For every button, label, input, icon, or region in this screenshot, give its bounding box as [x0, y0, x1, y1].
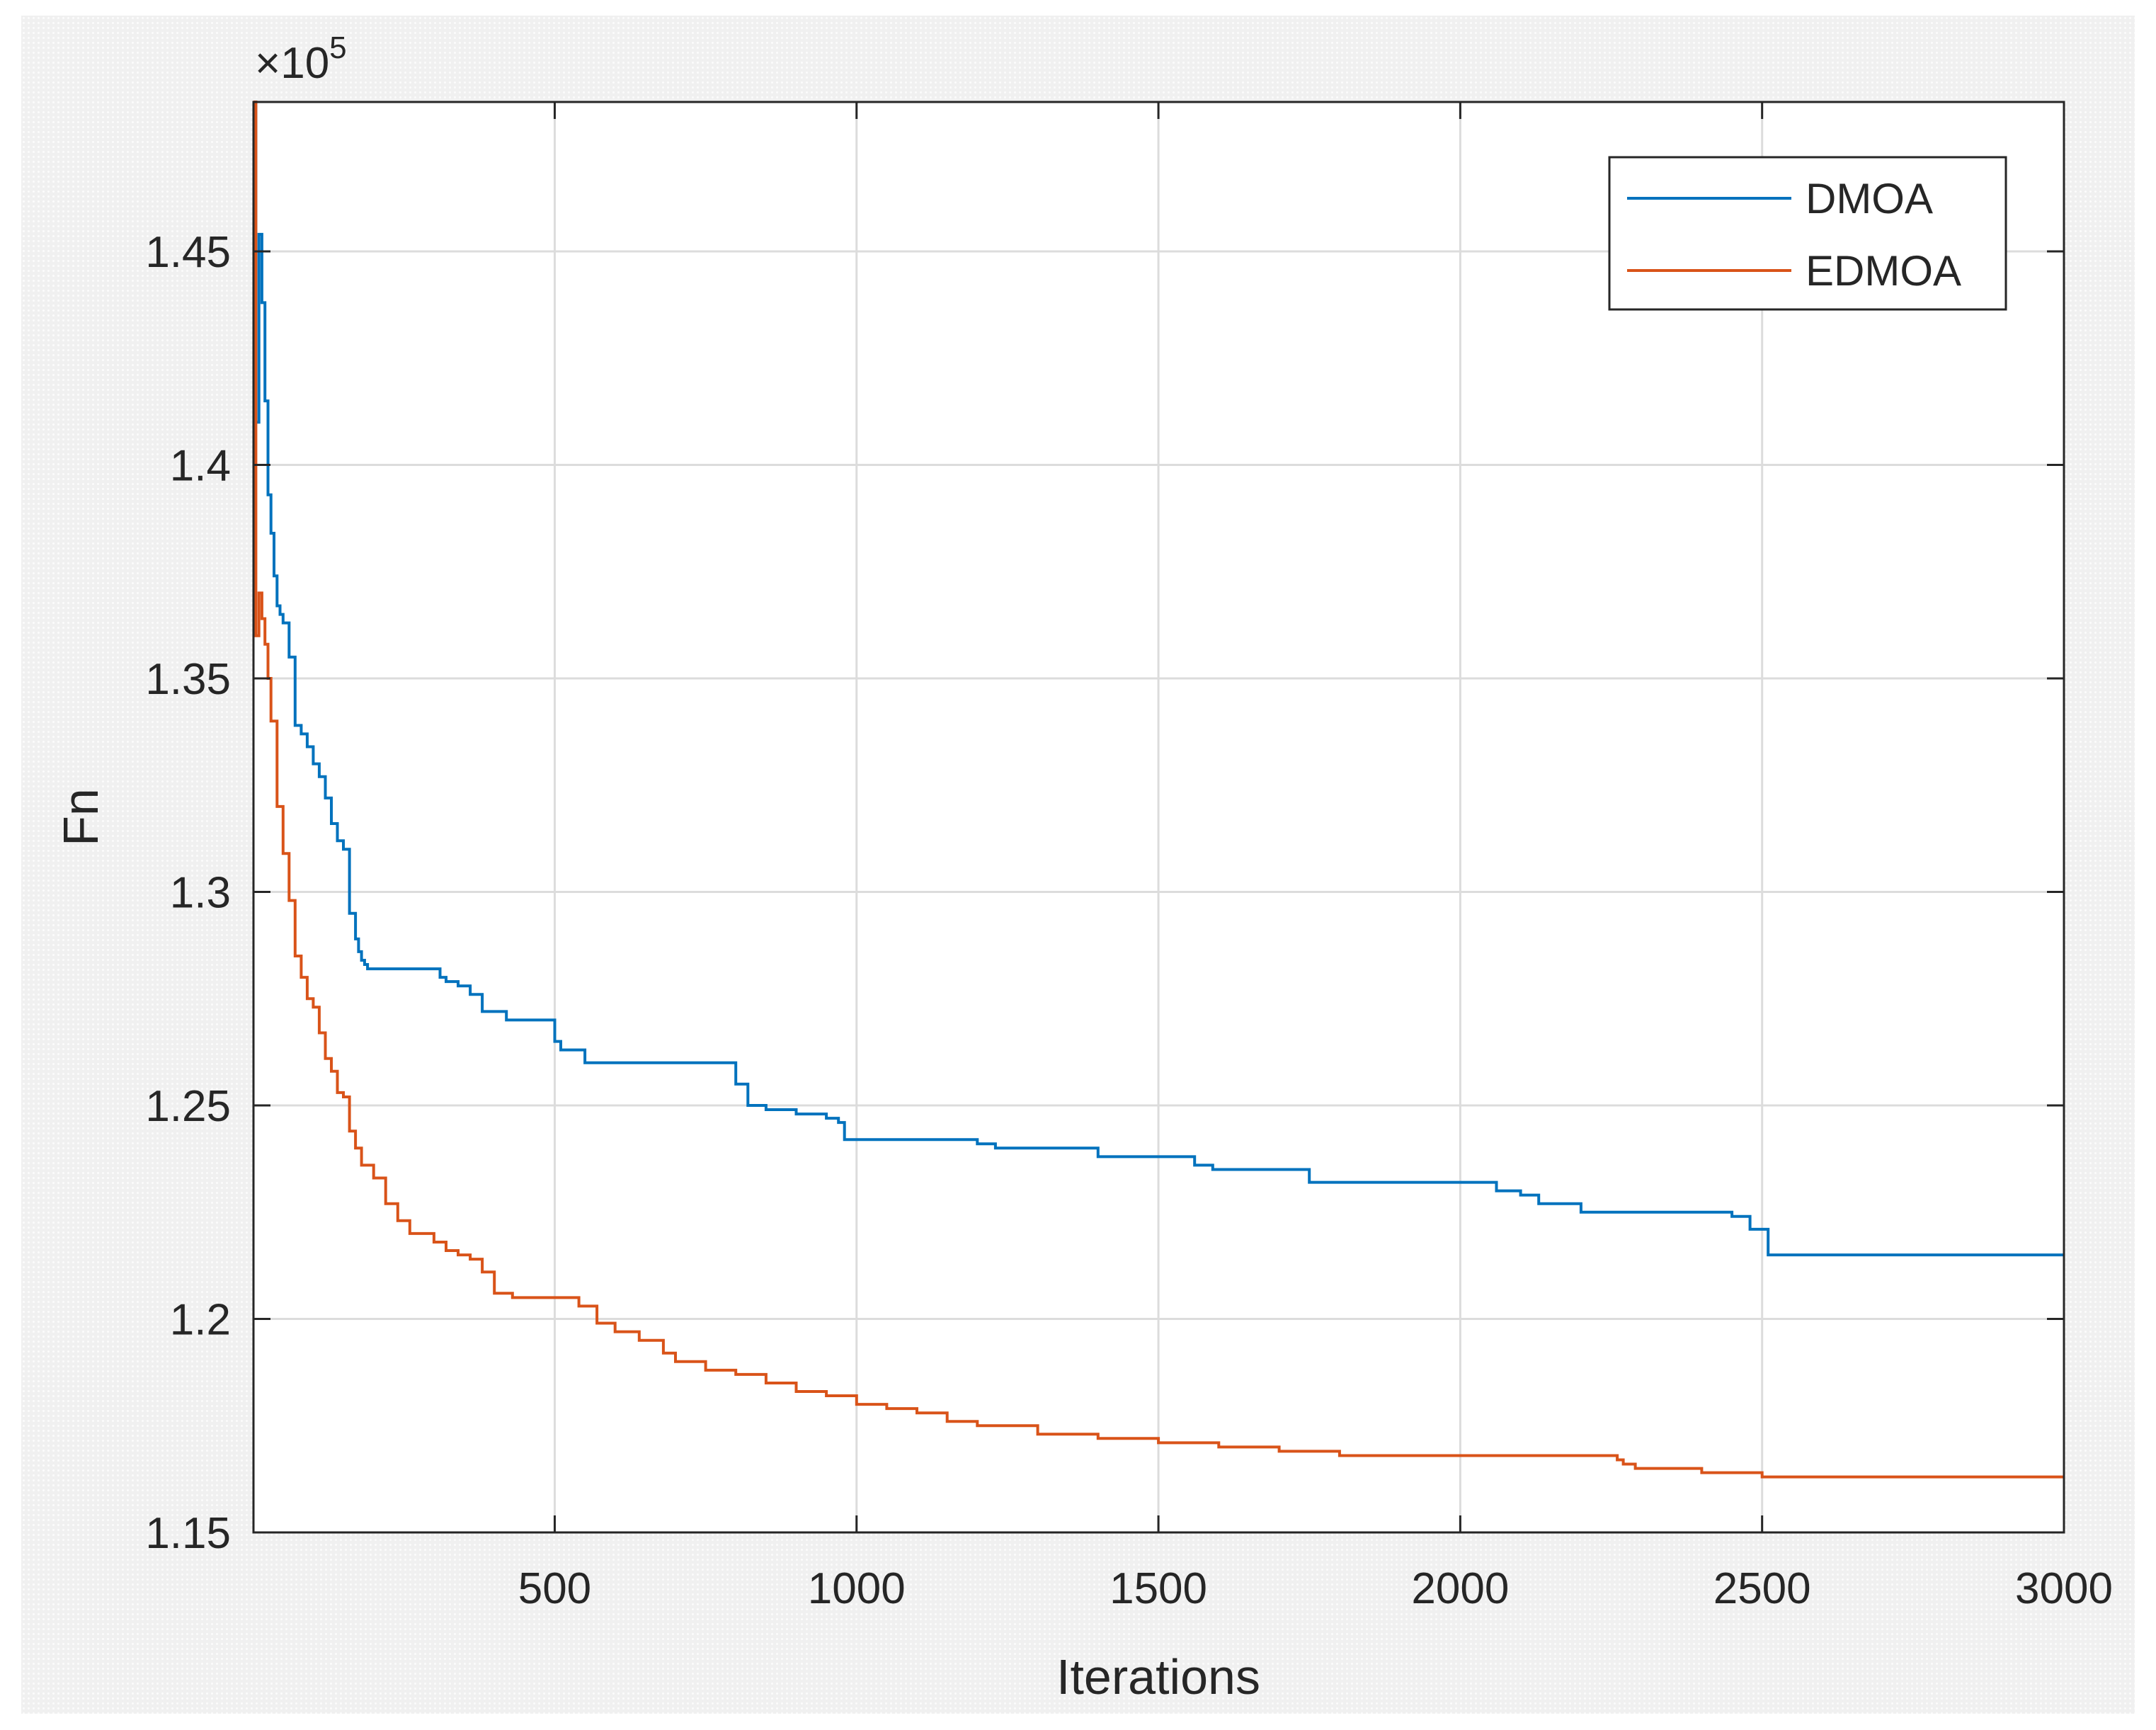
- x-tick-label: 1500: [1110, 1564, 1207, 1613]
- series-line-edmoa: [253, 101, 2064, 1479]
- x-tick-label: 2500: [1713, 1564, 1811, 1613]
- legend-label-edmoa: EDMOA: [1806, 247, 1961, 295]
- y-tick-label: 1.4: [170, 442, 231, 491]
- y-tick-label: 1.15: [145, 1509, 231, 1558]
- line-chart: 500 1000 1500 2000 2500 3000 1.15 1.2 1.25 1.3 1.3…: [53, 30, 2113, 1705]
- x-tick-label: 2000: [1411, 1564, 1509, 1613]
- axis-ticks: 500 1000 1500 2000 2500 3000 1.15 1.2 1.25 1.3 1.3…: [145, 102, 2113, 1613]
- series-line-dmoa: [253, 101, 2064, 1257]
- y-exponent-label: ×105: [255, 30, 347, 88]
- x-tick-label: 3000: [2015, 1564, 2113, 1613]
- figure-background: 500 1000 1500 2000 2500 3000 1.15 1.2 1.25 1.3 1.3…: [21, 16, 2135, 1714]
- legend-box: [1608, 156, 2007, 311]
- x-axis-label: Iterations: [1056, 1649, 1260, 1705]
- y-tick-label: 1.45: [145, 228, 231, 277]
- y-tick-label: 1.35: [145, 655, 231, 704]
- legend-label-dmoa: DMOA: [1806, 175, 1933, 222]
- y-tick-label: 1.25: [145, 1082, 231, 1131]
- grid-lines: [253, 102, 2065, 1534]
- x-tick-label: 1000: [808, 1564, 906, 1613]
- y-axis-label: Fn: [53, 788, 108, 846]
- x-tick-label: 500: [518, 1564, 591, 1613]
- legend: DMOA EDMOA: [1608, 156, 2007, 311]
- data-series: [253, 101, 2064, 1479]
- y-tick-label: 1.2: [170, 1296, 231, 1345]
- y-tick-label: 1.3: [170, 869, 231, 918]
